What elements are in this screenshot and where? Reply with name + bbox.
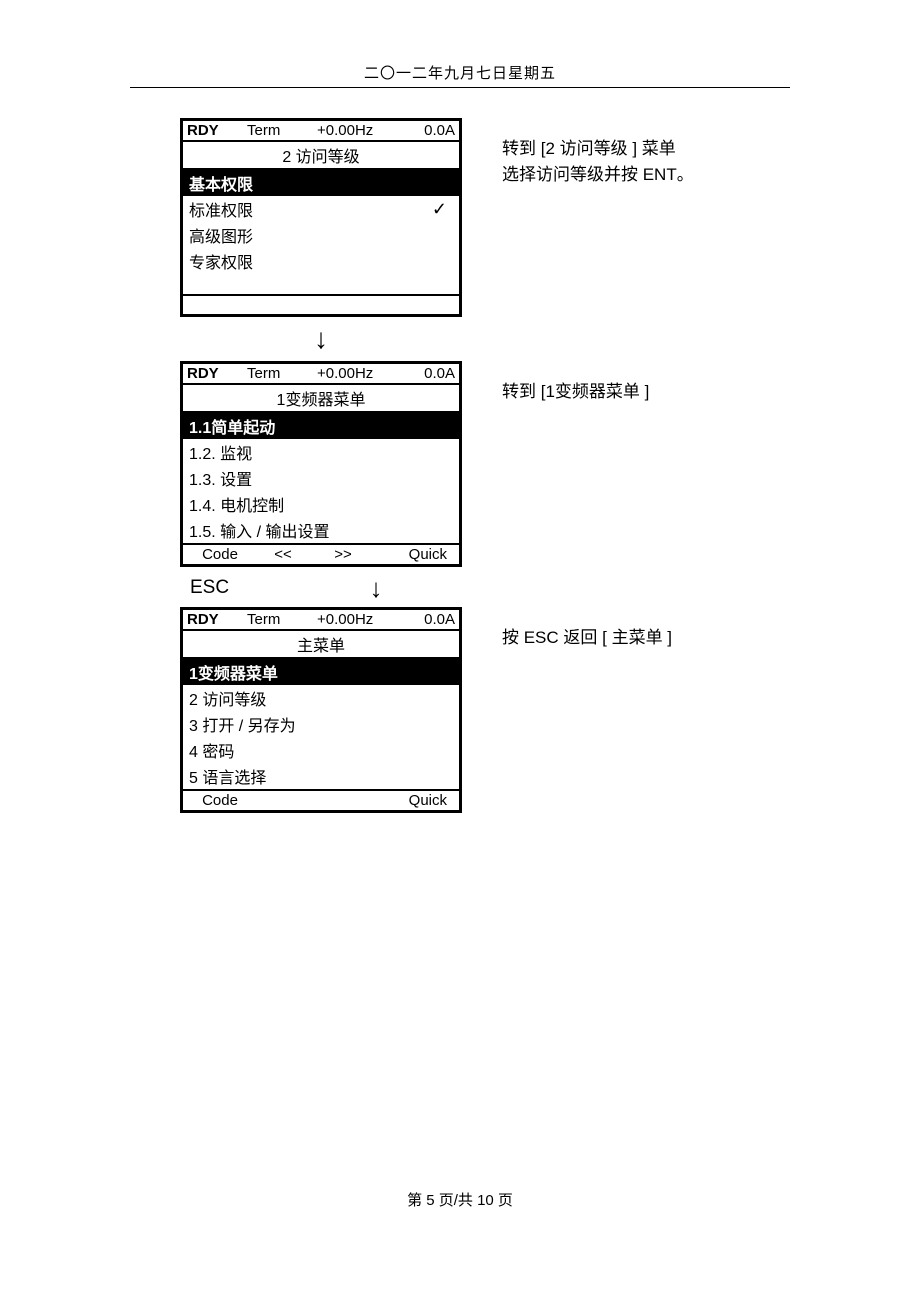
panel1-item-advanced[interactable]: 高级图形 bbox=[183, 222, 459, 248]
panel3-header: RDY Term +0.00Hz 0.0A bbox=[183, 610, 459, 631]
page-date-header: 二〇一二年九月七日星期五 bbox=[0, 0, 920, 83]
panel1-item2-label: 高级图形 bbox=[189, 223, 253, 247]
esc-label: ESC bbox=[190, 577, 270, 599]
screen-row-1: RDY Term +0.00Hz 0.0A 2 访问等级 基本权限 标准权限 ✓… bbox=[180, 118, 790, 317]
panel2-item0-label: 1.1简单起动 bbox=[189, 414, 275, 438]
panel3-footer-quick[interactable]: Quick bbox=[253, 792, 455, 809]
esc-arrow-block: ESC ↓ bbox=[180, 567, 462, 607]
screen-panel-2: RDY Term +0.00Hz 0.0A 1变频器菜单 1.1简单起动 1.2… bbox=[180, 361, 462, 567]
panel3-item-open-save[interactable]: 3 打开 / 另存为 bbox=[183, 711, 459, 737]
panel2-term: Term bbox=[247, 365, 317, 382]
panel2-item-motor[interactable]: 1.4. 电机控制 bbox=[183, 491, 459, 517]
arrow-down-1: ↓ bbox=[180, 317, 462, 361]
panel2-item4-label: 1.5. 输入 / 输出设置 bbox=[189, 518, 329, 542]
panel2-footer: Code << >> Quick bbox=[183, 543, 459, 564]
screen-panel-3: RDY Term +0.00Hz 0.0A 主菜单 1变频器菜单 2 访问等级 … bbox=[180, 607, 462, 813]
panel2-item2-label: 1.3. 设置 bbox=[189, 466, 252, 490]
panel1-footer bbox=[183, 294, 459, 314]
panel1-item1-label: 标准权限 bbox=[189, 197, 253, 221]
panel1-item-basic[interactable]: 基本权限 bbox=[183, 170, 459, 196]
screen-panel-1: RDY Term +0.00Hz 0.0A 2 访问等级 基本权限 标准权限 ✓… bbox=[180, 118, 462, 317]
panel3-item-language[interactable]: 5 语言选择 bbox=[183, 763, 459, 789]
panel1-rdy: RDY bbox=[187, 122, 247, 139]
panel3-item1-label: 2 访问等级 bbox=[189, 686, 266, 710]
panel1-title: 2 访问等级 bbox=[183, 142, 459, 170]
panel1-hz: +0.00Hz bbox=[317, 122, 407, 139]
panel1-header: RDY Term +0.00Hz 0.0A bbox=[183, 121, 459, 142]
screen2-description: 转到 [1变频器菜单 ] bbox=[502, 361, 649, 405]
panel2-item-io[interactable]: 1.5. 输入 / 输出设置 bbox=[183, 517, 459, 543]
screen3-description: 按 ESC 返回 [ 主菜单 ] bbox=[502, 607, 672, 651]
check-icon: ✓ bbox=[432, 199, 453, 220]
page-footer: 第 5 页/共 10 页 bbox=[0, 1189, 920, 1210]
panel2-hz: +0.00Hz bbox=[317, 365, 407, 382]
panel3-term: Term bbox=[247, 611, 317, 628]
panel3-hz: +0.00Hz bbox=[317, 611, 407, 628]
panel3-item0-label: 1变频器菜单 bbox=[189, 660, 278, 684]
panel1-item3-label: 专家权限 bbox=[189, 249, 253, 273]
screen-row-3: RDY Term +0.00Hz 0.0A 主菜单 1变频器菜单 2 访问等级 … bbox=[180, 607, 790, 813]
panel2-item1-label: 1.2. 监视 bbox=[189, 440, 252, 464]
panel3-item3-label: 4 密码 bbox=[189, 738, 234, 762]
panel1-term: Term bbox=[247, 122, 317, 139]
panel2-footer-quick[interactable]: Quick bbox=[373, 546, 455, 563]
panel3-a: 0.0A bbox=[407, 611, 455, 628]
panel2-rdy: RDY bbox=[187, 365, 247, 382]
panel3-item2-label: 3 打开 / 另存为 bbox=[189, 712, 296, 736]
panel2-item-monitor[interactable]: 1.2. 监视 bbox=[183, 439, 459, 465]
panel3-item-drive-menu[interactable]: 1变频器菜单 bbox=[183, 659, 459, 685]
panel3-item-access[interactable]: 2 访问等级 bbox=[183, 685, 459, 711]
panel1-a: 0.0A bbox=[407, 122, 455, 139]
panel2-item-settings[interactable]: 1.3. 设置 bbox=[183, 465, 459, 491]
panel1-item-standard[interactable]: 标准权限 ✓ bbox=[183, 196, 459, 222]
panel2-footer-next[interactable]: >> bbox=[313, 546, 373, 563]
panel3-item-password[interactable]: 4 密码 bbox=[183, 737, 459, 763]
panel1-blank bbox=[183, 274, 459, 294]
panel3-footer: Code Quick bbox=[183, 789, 459, 810]
panel3-item4-label: 5 语言选择 bbox=[189, 764, 266, 788]
screen1-desc-line2: 选择访问等级并按 ENT。 bbox=[502, 162, 694, 188]
panel3-footer-code[interactable]: Code bbox=[187, 792, 253, 809]
panel1-item0-label: 基本权限 bbox=[189, 171, 253, 195]
panel1-item-expert[interactable]: 专家权限 bbox=[183, 248, 459, 274]
panel2-footer-code[interactable]: Code bbox=[187, 546, 253, 563]
content-area: RDY Term +0.00Hz 0.0A 2 访问等级 基本权限 标准权限 ✓… bbox=[0, 88, 920, 813]
arrow-down-2: ↓ bbox=[270, 575, 452, 601]
screen1-desc-line1: 转到 [2 访问等级 ] 菜单 bbox=[502, 136, 694, 162]
panel2-header: RDY Term +0.00Hz 0.0A bbox=[183, 364, 459, 385]
panel2-title: 1变频器菜单 bbox=[183, 385, 459, 413]
panel2-footer-prev[interactable]: << bbox=[253, 546, 313, 563]
panel3-title: 主菜单 bbox=[183, 631, 459, 659]
panel3-rdy: RDY bbox=[187, 611, 247, 628]
panel2-a: 0.0A bbox=[407, 365, 455, 382]
panel2-item3-label: 1.4. 电机控制 bbox=[189, 492, 284, 516]
panel2-item-simplestart[interactable]: 1.1简单起动 bbox=[183, 413, 459, 439]
screen-row-2: RDY Term +0.00Hz 0.0A 1变频器菜单 1.1简单起动 1.2… bbox=[180, 361, 790, 567]
screen1-description: 转到 [2 访问等级 ] 菜单 选择访问等级并按 ENT。 bbox=[502, 118, 694, 187]
